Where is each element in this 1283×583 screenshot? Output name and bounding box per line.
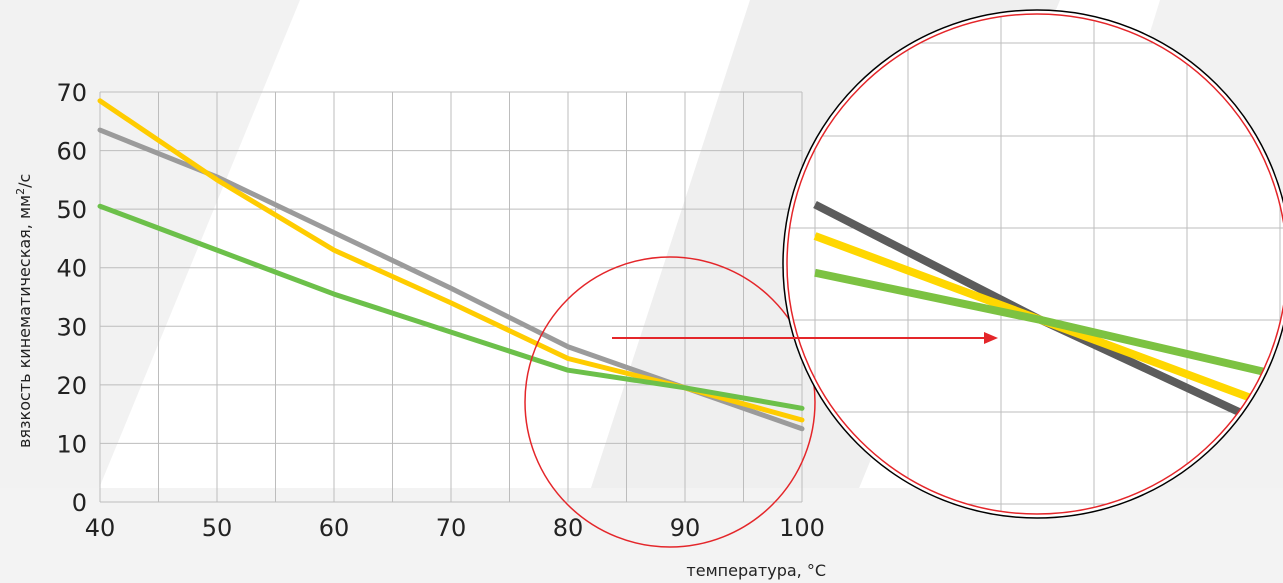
y-tick-label: 0 xyxy=(72,489,87,517)
main-plot-series xyxy=(97,98,805,432)
series-line xyxy=(97,203,805,411)
y-axis-ticks: 0 10 20 30 40 50 60 70 xyxy=(56,79,87,517)
x-tick-label: 70 xyxy=(436,514,467,542)
zoom-inset-series xyxy=(813,200,1269,429)
zoom-inset-background xyxy=(783,10,1283,518)
highlight-circle xyxy=(524,256,816,548)
x-tick-label: 40 xyxy=(85,514,116,542)
y-axis-title-sup: 2 xyxy=(14,188,27,195)
main-plot-grid xyxy=(99,91,803,503)
x-axis-ticks: 40 50 60 70 80 90 100 xyxy=(85,514,825,542)
y-axis-title-tail: /с xyxy=(15,174,34,188)
y-tick-label: 10 xyxy=(56,430,87,458)
y-tick-label: 30 xyxy=(56,313,87,341)
y-tick-label: 60 xyxy=(56,138,87,166)
y-tick-label: 40 xyxy=(56,255,87,283)
y-axis-title: вязкость кинематическая, мм2/с xyxy=(14,174,34,448)
x-tick-label: 90 xyxy=(670,514,701,542)
zoom-inset-inner-ring xyxy=(786,13,1283,515)
x-tick-label: 100 xyxy=(779,514,825,542)
x-tick-label: 80 xyxy=(553,514,584,542)
zoom-series-line xyxy=(814,268,1268,377)
y-tick-label: 50 xyxy=(56,196,87,224)
x-axis-title: температура, °C xyxy=(686,561,826,580)
x-tick-label: 50 xyxy=(202,514,233,542)
y-axis-title-main: вязкость кинематическая, мм xyxy=(15,195,34,448)
y-tick-label: 20 xyxy=(56,372,87,400)
y-tick-label: 70 xyxy=(56,79,87,107)
x-tick-label: 60 xyxy=(319,514,350,542)
zoom-inset-outer-ring xyxy=(782,9,1283,519)
zoom-arrow xyxy=(612,332,998,344)
